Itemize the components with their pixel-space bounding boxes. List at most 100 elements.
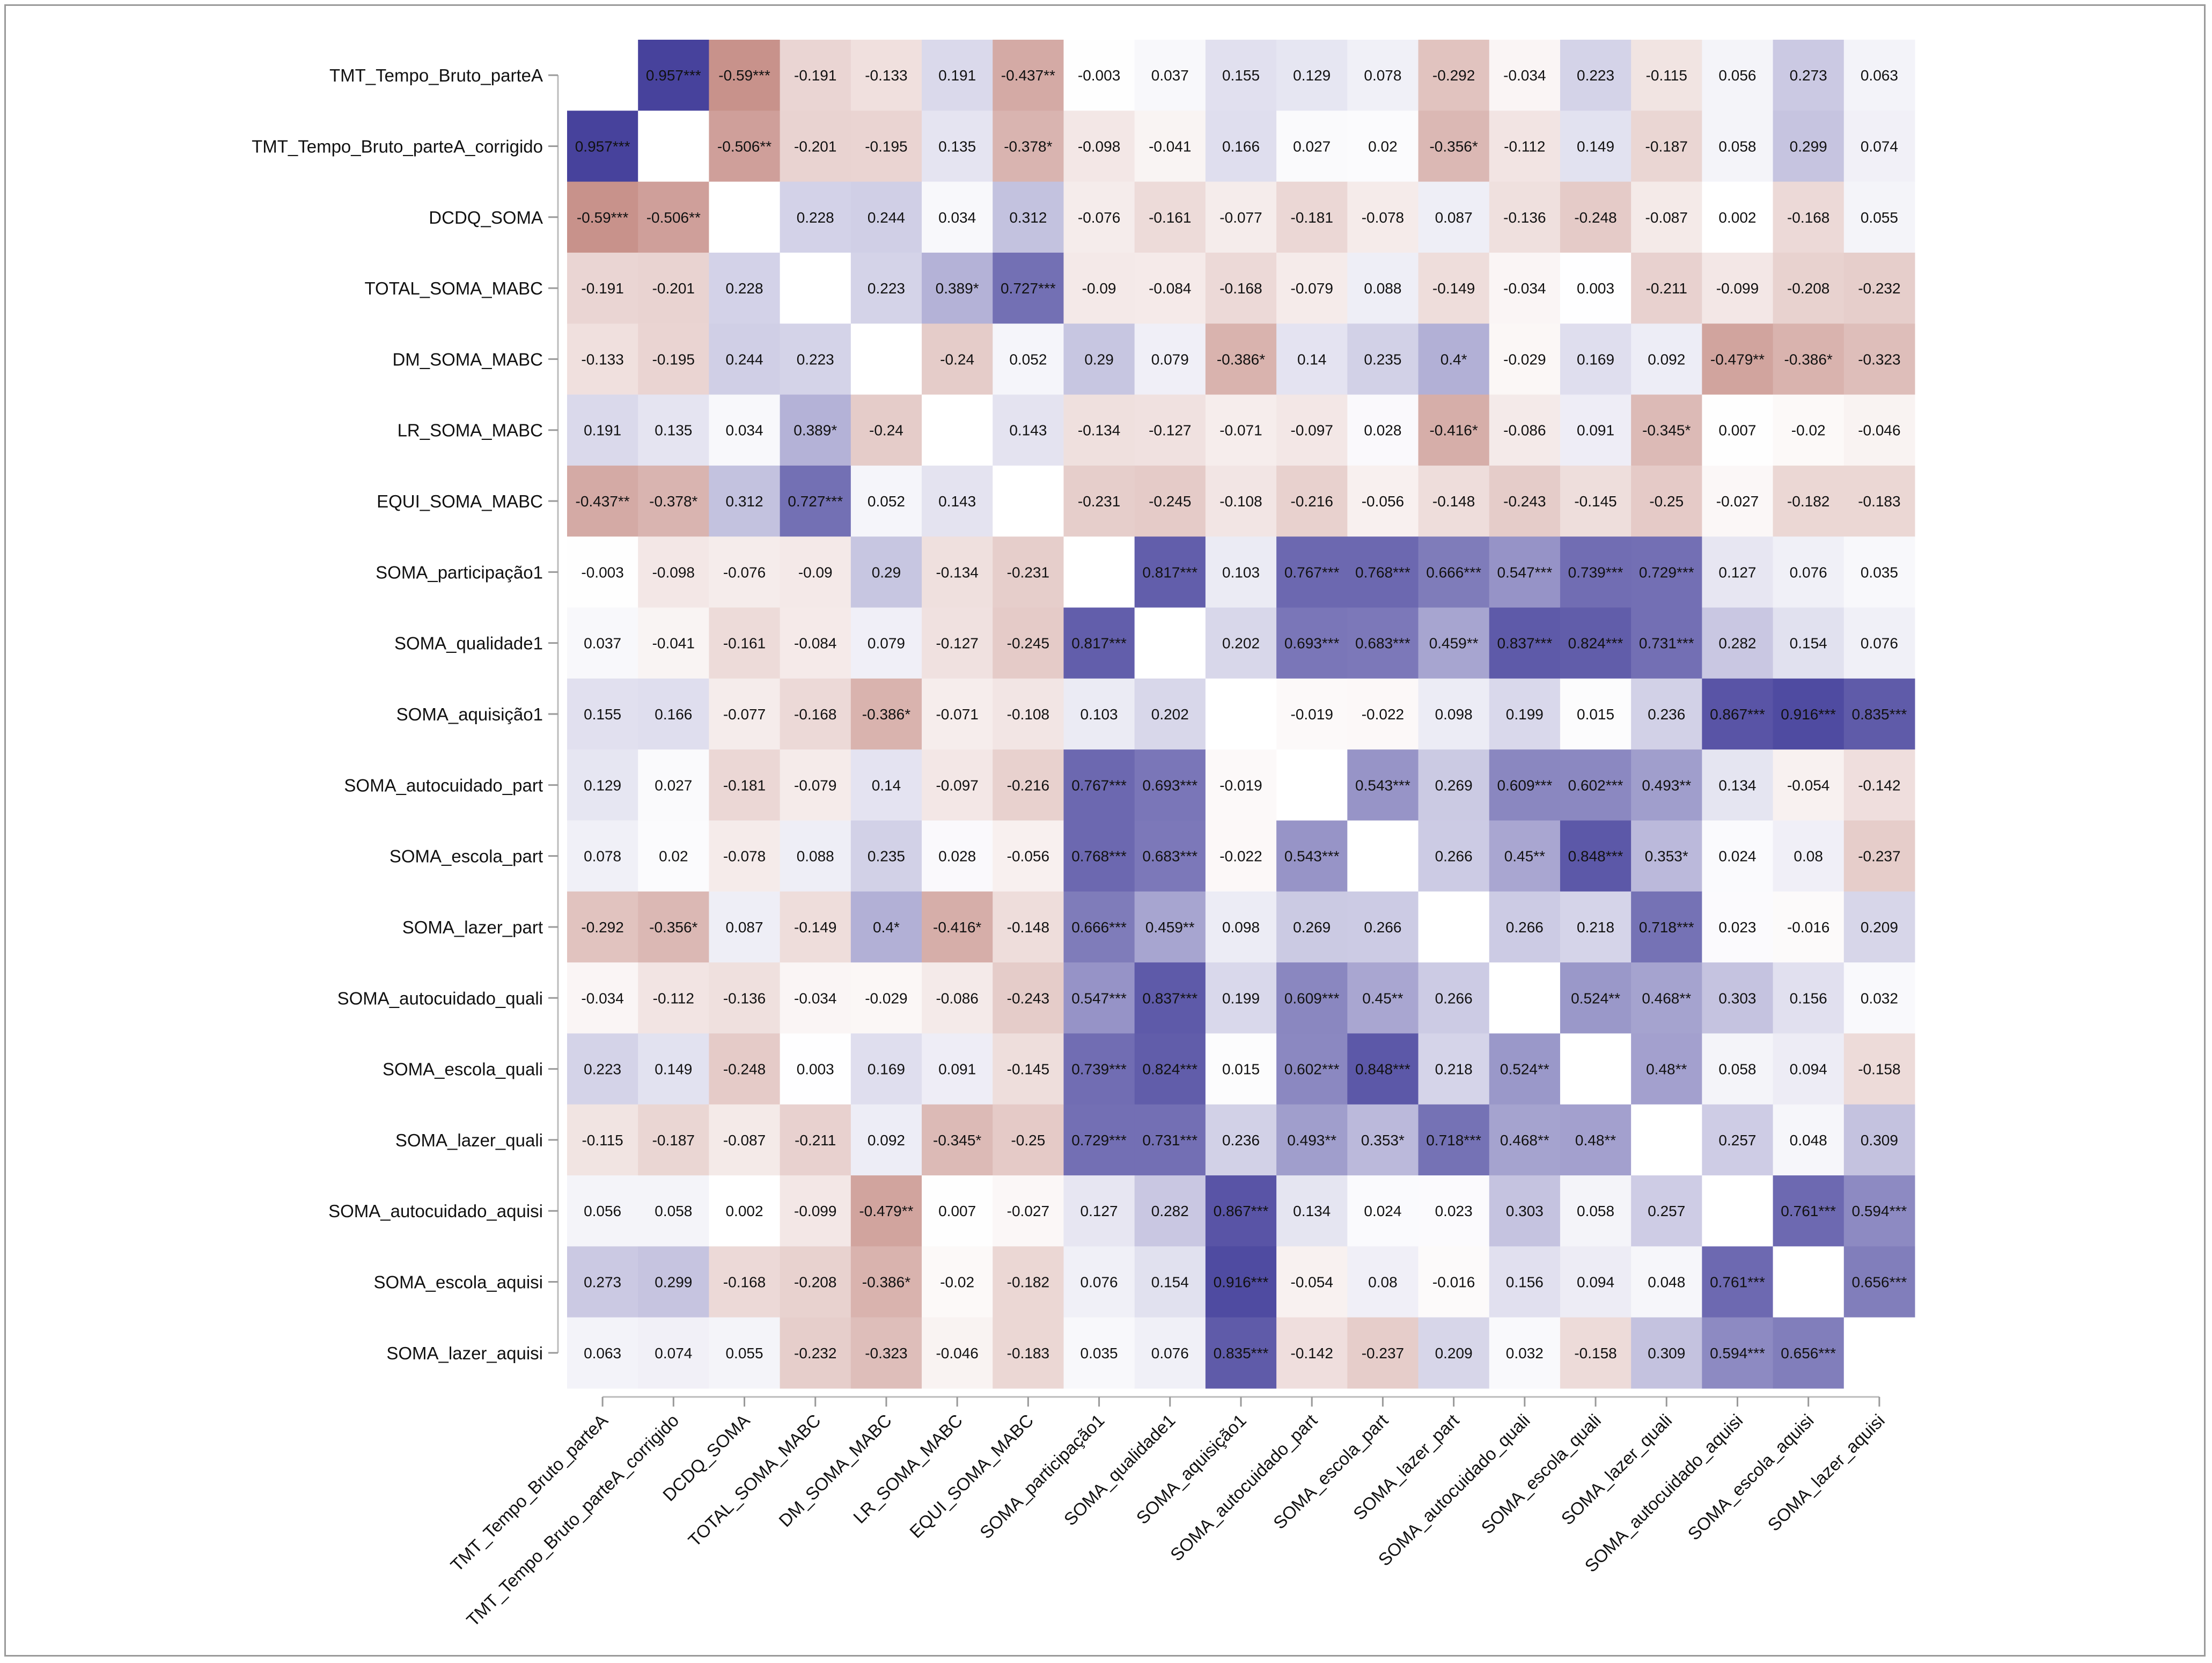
cell-label: -0.134 [936, 564, 978, 580]
heatmap-cell [1063, 394, 1135, 466]
heatmap-cell [1702, 749, 1774, 821]
heatmap-cell [567, 181, 638, 253]
cell-label: 0.493** [1287, 1132, 1336, 1149]
cell-label: 0.309 [1861, 1132, 1898, 1149]
cell-label: 0.088 [1364, 280, 1401, 297]
heatmap-cell [567, 252, 638, 324]
heatmap-cell [993, 111, 1064, 182]
heatmap-cell [1418, 536, 1490, 608]
heatmap-cell-diagonal [1276, 749, 1348, 821]
heatmap-cell [1276, 40, 1348, 111]
cell-label: 0.088 [797, 848, 834, 865]
cell-label: -0.183 [1007, 1345, 1049, 1362]
cell-label: 0.767*** [1284, 564, 1340, 580]
y-tick-label: SOMA_autocuidado_aquisi [328, 1201, 543, 1221]
cell-label: -0.133 [865, 67, 907, 84]
cell-label: -0.022 [1362, 706, 1404, 723]
heatmap-cell [1063, 749, 1135, 821]
cell-label: 0.127 [1718, 564, 1756, 580]
cell-label: 0.007 [938, 1203, 976, 1219]
cell-label: -0.416* [1429, 422, 1478, 439]
heatmap-cell [993, 1175, 1064, 1247]
heatmap-cell-diagonal [1418, 891, 1490, 963]
cell-label: -0.029 [865, 990, 907, 1006]
cell-label: 0.666*** [1071, 919, 1127, 936]
heatmap-cell [1205, 749, 1277, 821]
cell-label: 0.299 [1790, 138, 1827, 154]
heatmap-cell [1063, 465, 1135, 537]
cell-label: 0.459** [1145, 919, 1195, 936]
heatmap-cell [1134, 323, 1206, 395]
heatmap-cell [638, 252, 709, 324]
cell-label: 0.028 [938, 848, 976, 865]
cell-label: -0.084 [1149, 280, 1191, 297]
heatmap-cell [1418, 820, 1490, 892]
heatmap-cell [1489, 1033, 1561, 1105]
heatmap-cell [709, 678, 781, 750]
cell-label: 0.683*** [1355, 635, 1410, 652]
cell-label: 0.609*** [1497, 777, 1552, 793]
cell-label: -0.034 [794, 990, 836, 1006]
heatmap-cell [1418, 1033, 1490, 1105]
heatmap-cell [1489, 181, 1561, 253]
heatmap-cell-diagonal [638, 111, 709, 182]
heatmap-cell [780, 111, 851, 182]
x-tick-label: SOMA_escola_part [1269, 1410, 1392, 1533]
cell-label: 0.493** [1642, 777, 1691, 793]
cell-label: 0.761*** [1781, 1203, 1836, 1219]
heatmap-cell [1489, 749, 1561, 821]
heatmap-cell [567, 962, 638, 1034]
heatmap-cell-diagonal [1773, 1246, 1844, 1318]
heatmap-cell [993, 394, 1064, 466]
heatmap-cell [1702, 1317, 1774, 1389]
cell-label: -0.112 [653, 990, 694, 1006]
cell-label: 0.29 [872, 564, 901, 580]
cell-label: -0.168 [794, 706, 836, 723]
heatmap-cell [993, 1246, 1064, 1318]
heatmap-cell [1063, 820, 1135, 892]
heatmap-cell [1205, 323, 1277, 395]
heatmap-cell [993, 323, 1064, 395]
cell-label: 0.14 [1297, 351, 1327, 367]
heatmap-cell [1560, 536, 1632, 608]
heatmap-cell [993, 1317, 1064, 1389]
cell-label: 0.055 [725, 1345, 763, 1362]
cell-label: -0.437** [576, 493, 630, 510]
heatmap-cell [922, 323, 993, 395]
heatmap-cell [709, 536, 781, 608]
cell-label: -0.148 [1007, 919, 1049, 936]
heatmap-cell-diagonal [1843, 1317, 1915, 1389]
heatmap-cell-diagonal [1489, 962, 1561, 1034]
heatmap-cell [1773, 465, 1844, 537]
cell-label: 0.547*** [1071, 990, 1127, 1006]
x-tick-label: SOMA_autocuidado_quali [1374, 1410, 1533, 1570]
cell-label: 0.718*** [1639, 919, 1694, 936]
cell-label: -0.145 [1574, 493, 1616, 510]
heatmap-cell [1702, 1033, 1774, 1105]
heatmap-cell [1205, 181, 1277, 253]
heatmap-cell [780, 678, 851, 750]
cell-label: -0.191 [581, 280, 623, 297]
heatmap-cell-diagonal [993, 465, 1064, 537]
cell-label: 0.666*** [1426, 564, 1481, 580]
heatmap-cell [1773, 111, 1844, 182]
heatmap-cell [780, 891, 851, 963]
heatmap-cell [1773, 891, 1844, 963]
cell-label: 0.218 [1577, 919, 1614, 936]
heatmap-cell [1489, 323, 1561, 395]
cell-label: 0.282 [1151, 1203, 1189, 1219]
heatmap-cell [709, 1104, 781, 1176]
cell-label: -0.019 [1219, 777, 1262, 793]
cell-label: -0.416* [933, 919, 981, 936]
heatmap-cell-diagonal [1347, 820, 1419, 892]
heatmap-cell [709, 40, 781, 111]
heatmap-cell [1843, 749, 1915, 821]
heatmap-cell [1843, 252, 1915, 324]
heatmap-cell [922, 749, 993, 821]
x-tick-label: SOMA_lazer_aquisi [1763, 1410, 1888, 1535]
heatmap-cell [638, 394, 709, 466]
cell-label: 0.269 [1435, 777, 1473, 793]
heatmap-cell [709, 607, 781, 679]
heatmap-cell [1205, 607, 1277, 679]
heatmap-cell [1276, 252, 1348, 324]
